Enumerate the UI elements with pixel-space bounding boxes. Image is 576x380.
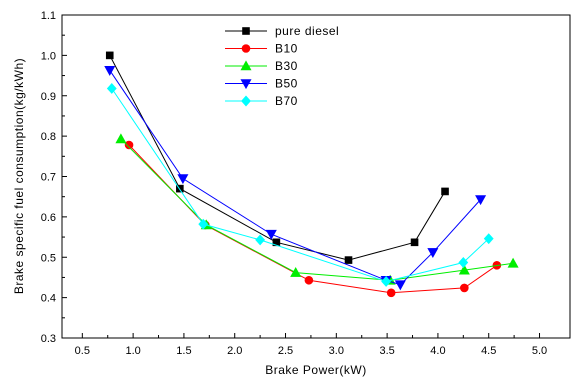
plot-area [61,14,571,339]
data-point-pure-diesel-3 [344,256,353,264]
data-point-b50-6 [475,195,487,206]
data-point-pure-diesel-4 [410,238,419,247]
data-point-b70-2 [255,234,266,246]
data-point-b10-0 [124,140,134,150]
data-point-b70-5 [483,233,494,245]
y-tick-label-7: 1.0 [41,50,56,62]
legend-label-b50: B50 [275,77,298,91]
x-tick-label-5: 3.0 [329,345,344,357]
data-point-b30-4 [458,264,470,275]
x-tick-label-2: 1.5 [176,345,191,357]
data-point-b50-0 [104,66,116,76]
legend-marker-pure-diesel [242,27,250,35]
data-point-b10-2 [304,275,314,285]
legend-marker-b10 [241,44,251,53]
series-b30 [115,133,519,285]
series-b70 [106,83,494,287]
y-tick-label-5: 0.8 [41,131,56,143]
legend-label-b10: B10 [275,42,298,56]
legend-marker-b50 [240,79,252,90]
series-line-b10 [128,144,498,294]
data-point-b30-5 [507,257,519,268]
x-tick-label-1: 1.0 [125,345,140,357]
x-tick-label-9: 5.0 [532,345,547,357]
data-point-b10-3 [386,288,396,298]
y-axis-label: Brake specific fuel consumption(kg/kWh) [12,58,26,294]
y-tick-label-2: 0.5 [41,252,56,264]
series-line-b30 [120,138,514,281]
data-point-b50-4 [394,280,406,291]
data-point-pure-diesel-2 [272,238,281,247]
data-point-b70-0 [106,83,117,94]
data-point-b50-2 [265,229,277,240]
data-point-b70-4 [458,257,469,268]
data-point-b70-3 [381,276,392,287]
y-tick-label-8: 1.1 [41,10,56,22]
legend-marker-b70 [241,95,251,107]
x-tick-label-4: 2.5 [278,345,293,357]
data-point-pure-diesel-0 [105,51,114,60]
legend-marker-b30 [240,60,252,71]
data-point-pure-diesel-5 [441,187,449,196]
y-tick-label-4: 0.7 [41,172,56,184]
legend-label-b70: B70 [275,94,298,108]
data-point-b50-5 [427,248,439,259]
data-point-b50-1 [177,174,189,185]
y-tick-label-6: 0.9 [41,91,56,103]
legend: pure diesel B10 B30 B50 B70 [225,24,339,108]
x-tick-label-0: 0.5 [75,345,90,357]
x-axis-label: Brake Power(kW) [265,363,367,377]
series-line-b70 [111,88,490,282]
x-tick-label-7: 4.0 [430,345,445,357]
series-layer [104,51,519,298]
legend-label-pure-diesel: pure diesel [275,24,339,38]
x-tick-label-3: 2.0 [227,345,242,357]
y-tick-label-1: 0.4 [41,293,56,305]
data-point-b70-1 [198,218,209,230]
data-point-b10-4 [460,283,469,293]
series-b10 [124,140,502,298]
x-tick-label-6: 3.5 [379,345,394,357]
axis-ticks: 0.5 1.0 1.5 2.0 2.5 3.0 3.5 4.0 4.5 5.0 0.3 0.4 0.5 0… [41,10,547,357]
y-tick-label-0: 0.3 [41,333,56,345]
data-point-b30-0 [115,133,127,144]
x-tick-label-8: 4.5 [481,345,496,357]
y-tick-label-3: 0.6 [41,212,56,224]
legend-label-b30: B30 [275,59,298,73]
data-point-b30-2 [290,266,302,277]
